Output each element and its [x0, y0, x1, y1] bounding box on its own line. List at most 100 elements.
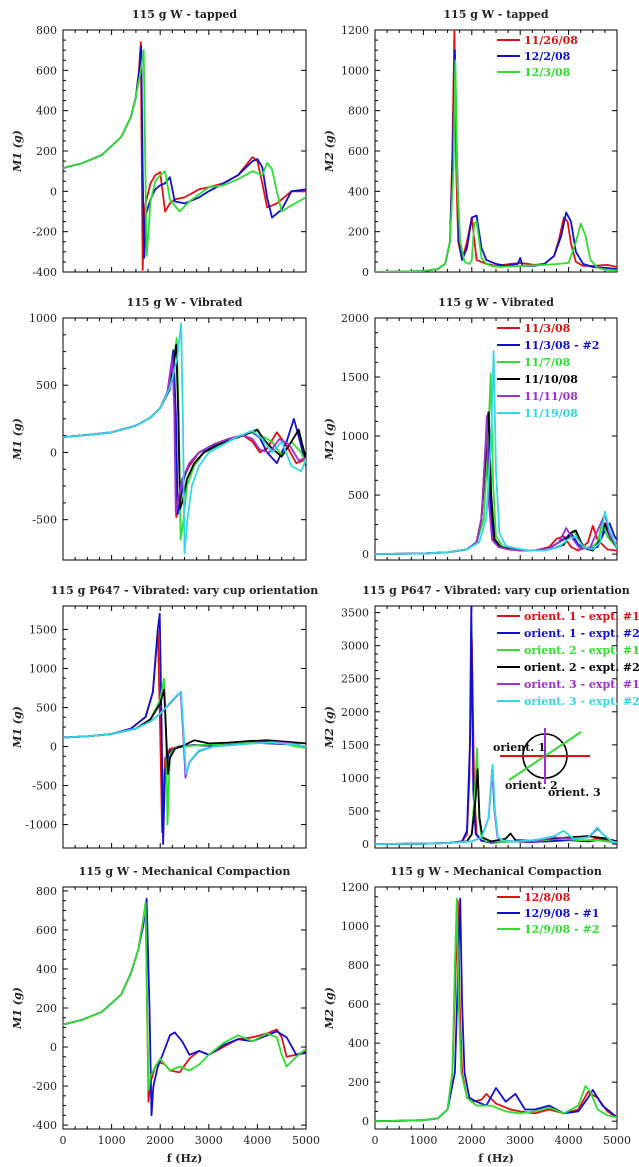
x-tick-label: 0 — [372, 1134, 379, 1147]
y-tick-label: -200 — [32, 1080, 57, 1093]
y-tick-label: 1500 — [341, 739, 369, 752]
series-line-2 — [63, 897, 306, 1117]
y-tick-label: 1500 — [29, 623, 57, 636]
series-line-3 — [63, 49, 306, 257]
x-axis-label: f (Hz) — [167, 1152, 203, 1165]
y-tick-label: 800 — [348, 105, 369, 118]
y-tick-label: 500 — [348, 489, 369, 502]
x-tick-label: 5000 — [603, 1134, 631, 1147]
y-tick-label: 1000 — [341, 772, 369, 785]
legend-entry: orient. 2 - expt. #1 — [524, 644, 639, 657]
legend-entry: orient. 2 - expt. #2 — [524, 661, 639, 674]
legend-entry: orient. 1 - expt. #2 — [524, 627, 639, 640]
panel-7: 115 g W - Mechanical Compaction -400 -200 0… — [11, 865, 320, 1165]
series-line-3 — [375, 897, 617, 1123]
y-tick-label: 400 — [36, 963, 57, 976]
plot-frame — [374, 605, 618, 849]
y-tick-label: 2000 — [341, 312, 369, 325]
x-tick-label: 4000 — [243, 1134, 271, 1147]
orient-2-label: orient. 2 — [505, 779, 558, 792]
y-tick-label: -500 — [32, 780, 57, 793]
y-tick-label: 3000 — [341, 640, 369, 653]
y-tick-label: 1500 — [341, 371, 369, 384]
y-tick-label: 800 — [36, 24, 57, 37]
y-tick-label: 200 — [36, 1002, 57, 1015]
y-tick-label: 2500 — [341, 673, 369, 686]
panel-2: 115 g W - tapped 0 200 400 600 800 1000 1200 M2 … — [323, 8, 618, 279]
plot-frame — [62, 886, 307, 1130]
y-tick-label: -500 — [32, 514, 57, 527]
legend-entry: 11/26/08 — [524, 34, 578, 47]
legend-entry: orient. 3 - expt. #2 — [524, 695, 639, 708]
panel-title: 115 g W - Vibrated — [438, 296, 554, 309]
panel-title: 115 g W - Mechanical Compaction — [79, 865, 291, 878]
y-tick-label: 1000 — [341, 430, 369, 443]
y-tick-label: 1200 — [341, 881, 369, 894]
x-tick-label: 0 — [60, 1134, 67, 1147]
y-tick-label: 400 — [348, 1037, 369, 1050]
plot-frame — [62, 605, 307, 849]
legend-entry: 11/7/08 — [524, 356, 571, 369]
orient-1-label: orient. 1 — [493, 741, 546, 754]
y-tick-label: 500 — [36, 379, 57, 392]
y-tick-label: 3500 — [341, 607, 369, 620]
y-tick-label: -1000 — [25, 819, 57, 832]
y-axis-label: M1 (g) — [11, 706, 24, 749]
legend-entry: 11/19/08 — [524, 407, 578, 420]
y-tick-label: 0 — [50, 1041, 57, 1054]
y-tick-label: 1000 — [341, 920, 369, 933]
legend-entry: 11/11/08 — [524, 390, 578, 403]
y-tick-label: -200 — [32, 226, 57, 239]
x-axis-label: f (Hz) — [478, 1152, 514, 1165]
y-tick-label: -400 — [32, 266, 57, 279]
x-tick-label: 4000 — [555, 1134, 583, 1147]
y-tick-label: 0 — [362, 1115, 369, 1128]
y-tick-label: 600 — [36, 924, 57, 937]
y-axis-label: M1 (g) — [11, 130, 24, 173]
y-tick-label: 2000 — [341, 706, 369, 719]
y-tick-label: 0 — [362, 266, 369, 279]
legend-entry: 12/9/08 - #1 — [524, 907, 599, 920]
y-tick-label: 1000 — [29, 662, 57, 675]
y-tick-label: 0 — [362, 548, 369, 561]
series-line-4 — [375, 768, 617, 845]
series-line-6 — [375, 350, 617, 555]
y-tick-label: 0 — [362, 838, 369, 851]
x-tick-label: 5000 — [292, 1134, 320, 1147]
y-axis-label: M2 (g) — [323, 130, 336, 173]
y-axis-label: M1 (g) — [11, 987, 24, 1030]
legend-entry: 11/10/08 — [524, 373, 578, 386]
y-tick-label: -400 — [32, 1119, 57, 1132]
series-line-3 — [63, 901, 306, 1091]
y-tick-label: 600 — [348, 145, 369, 158]
orient-3-label: orient. 3 — [548, 786, 601, 799]
y-tick-label: 1200 — [341, 24, 369, 37]
y-tick-label: 800 — [348, 959, 369, 972]
series-line-6 — [375, 763, 617, 845]
x-tick-label: 3000 — [195, 1134, 223, 1147]
y-tick-label: 500 — [348, 805, 369, 818]
y-tick-label: 400 — [36, 105, 57, 118]
series-line-1 — [63, 901, 306, 1103]
legend-entry: orient. 1 - expt. #1 — [524, 610, 639, 623]
panel-5: 115 g P647 - Vibrated: vary cup orientat… — [11, 584, 318, 849]
y-tick-label: 0 — [50, 185, 57, 198]
panel-title: 115 g P647 - Vibrated: vary cup orientat… — [51, 584, 318, 597]
series-line-5 — [375, 415, 617, 555]
y-tick-label: 0 — [50, 741, 57, 754]
legend-entry: 11/3/08 — [524, 322, 571, 335]
panel-title: 115 g P647 - Vibrated: vary cup orientat… — [362, 584, 629, 597]
panel-6: 115 g P647 - Vibrated: vary cup orientat… — [323, 584, 639, 851]
y-axis-label: M2 (g) — [323, 418, 336, 461]
panel-3: 115 g W - Vibrated -500 0 500 1000 M1 (g) — [11, 296, 307, 561]
x-tick-label: 1000 — [409, 1134, 437, 1147]
y-axis-label: M2 (g) — [323, 706, 336, 749]
y-tick-label: 200 — [348, 226, 369, 239]
y-axis-label: M1 (g) — [11, 418, 24, 461]
y-tick-label: 200 — [36, 145, 57, 158]
panel-8: 115 g W - Mechanical Compaction 0 200 400 60… — [323, 865, 631, 1165]
y-axis-label: M2 (g) — [323, 987, 336, 1030]
panel-4: 115 g W - Vibrated 0 500 1000 1500 2000 M2 (g)… — [323, 296, 618, 561]
legend-entry: orient. 3 - expt. #1 — [524, 678, 639, 691]
series-line-2 — [63, 612, 306, 845]
